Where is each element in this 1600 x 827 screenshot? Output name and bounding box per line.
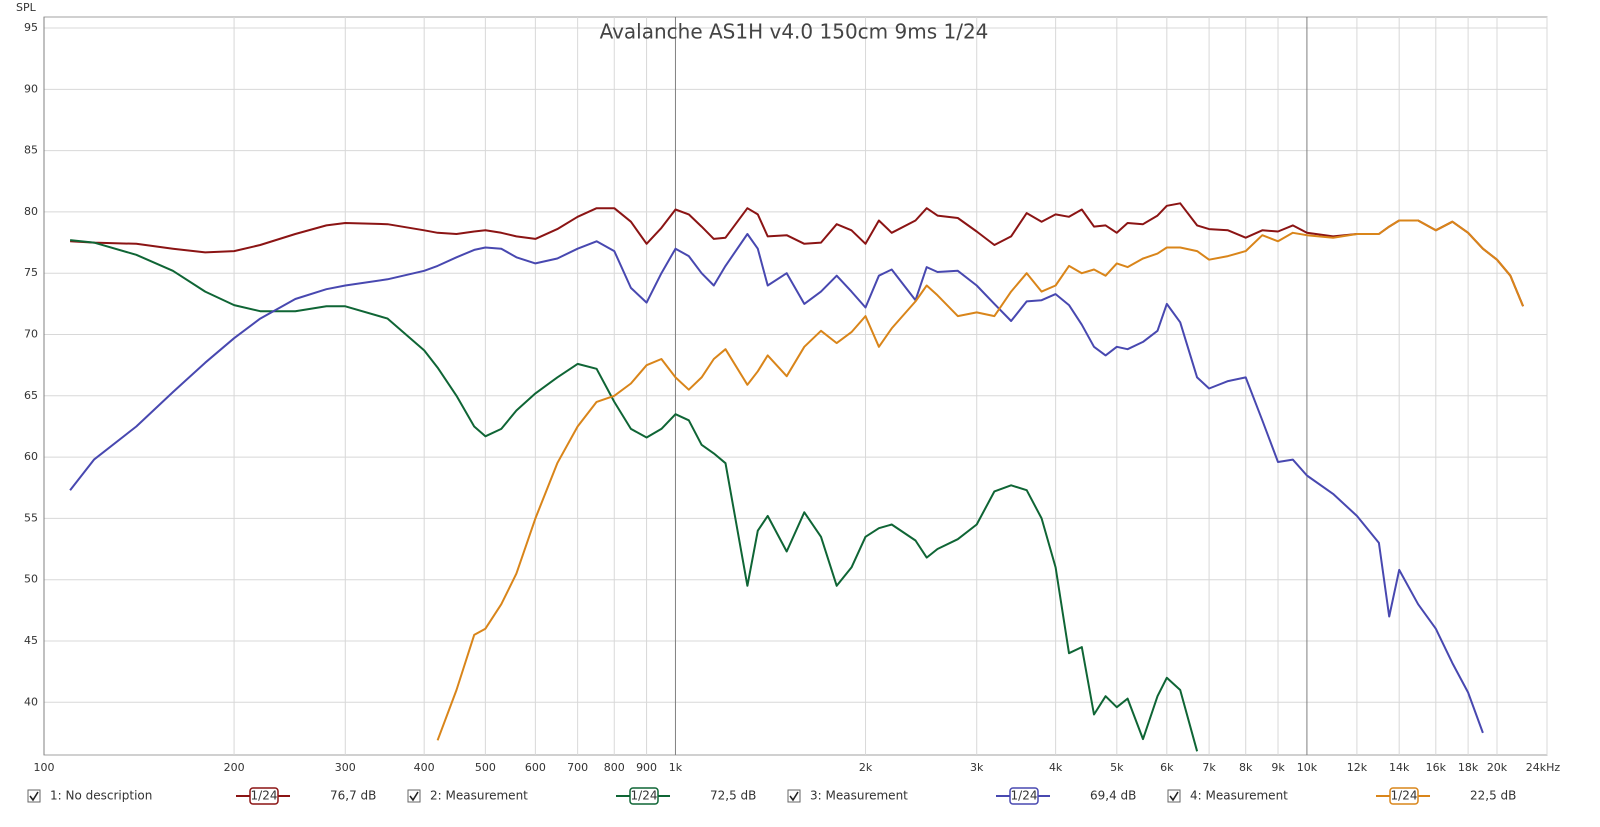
legend-value: 69,4 dB [1090,789,1136,803]
labels: 40 45 50 55 60 65 70 75 80 85 90 95 100 200 300 400 500 6… [24,21,1560,774]
legend-value: 76,7 dB [330,789,376,803]
legend-checkbox[interactable] [1167,789,1181,803]
y-axis-label: SPL [16,1,37,14]
x-tick-label: 9k [1271,761,1285,774]
x-tick-label: 20k [1487,761,1508,774]
y-tick-label: 45 [24,634,38,647]
legend-name: 3: Measurement [810,789,908,803]
y-tick-label: 40 [24,695,38,708]
x-tick-label: 700 [567,761,588,774]
series-line [436,219,1525,741]
series-line [70,202,1525,307]
series-line [69,239,1199,752]
legend-smoothing-box[interactable] [249,787,279,805]
legend-checkbox[interactable] [787,789,801,803]
x-tick-label: 24kHz [1526,761,1561,774]
lines [69,202,1525,752]
x-tick-label: 8k [1239,761,1253,774]
y-tick-label: 90 [24,82,38,95]
series-line [69,233,1484,734]
x-tick-label: 12k [1347,761,1368,774]
x-tick-label: 2k [859,761,873,774]
legend-check [29,791,39,802]
x-tick-label: 900 [636,761,657,774]
legend-smoothing-box[interactable] [629,787,659,805]
y-tick-label: 95 [24,21,38,34]
legend-checkbox[interactable] [27,789,41,803]
legend-smoothing: 1/24 [1391,789,1418,803]
x-tick-label: 6k [1160,761,1174,774]
x-tick-label: 1k [669,761,683,774]
legend-name: 4: Measurement [1190,789,1288,803]
legend-smoothing-box[interactable] [1389,787,1419,805]
grid [43,17,1548,755]
y-tick-label: 75 [24,266,38,279]
legend-name: 1: No description [50,789,152,803]
x-tick-label: 14k [1389,761,1410,774]
x-tick-label: 800 [604,761,625,774]
legend-check [789,791,799,802]
x-tick-label: 10k [1297,761,1318,774]
legend-check [409,791,419,802]
x-tick-label: 18k [1458,761,1479,774]
legend-smoothing: 1/24 [1011,789,1038,803]
x-tick-label: 7k [1202,761,1216,774]
chart-title: Avalanche AS1H v4.0 150cm 9ms 1/24 [600,20,989,44]
x-tick-label: 300 [335,761,356,774]
legend-smoothing: 1/24 [631,789,658,803]
legend-checkbox[interactable] [407,789,421,803]
legend-smoothing-box[interactable] [1009,787,1039,805]
x-tick-label: 200 [224,761,245,774]
x-tick-label: 500 [475,761,496,774]
legend-check [1169,791,1179,802]
y-tick-label: 85 [24,144,38,157]
plot-area [43,16,1548,756]
x-tick-label: 400 [414,761,435,774]
legend: 1: No description 1/24 76,7 dB 2: Measureme… [27,787,1516,805]
y-tick-label: 80 [24,205,38,218]
legend-smoothing: 1/24 [251,789,278,803]
x-tick-label: 5k [1110,761,1124,774]
y-tick-label: 65 [24,389,38,402]
x-tick-label: 4k [1049,761,1063,774]
x-tick-label: 100 [34,761,55,774]
y-tick-label: 70 [24,328,38,341]
legend-name: 2: Measurement [430,789,528,803]
y-tick-label: 50 [24,573,38,586]
legend-value: 72,5 dB [710,789,756,803]
legend-value: 22,5 dB [1470,789,1516,803]
x-tick-label: 3k [970,761,984,774]
y-tick-label: 60 [24,450,38,463]
y-tick-label: 55 [24,511,38,524]
x-tick-label: 16k [1426,761,1447,774]
x-tick-label: 600 [525,761,546,774]
